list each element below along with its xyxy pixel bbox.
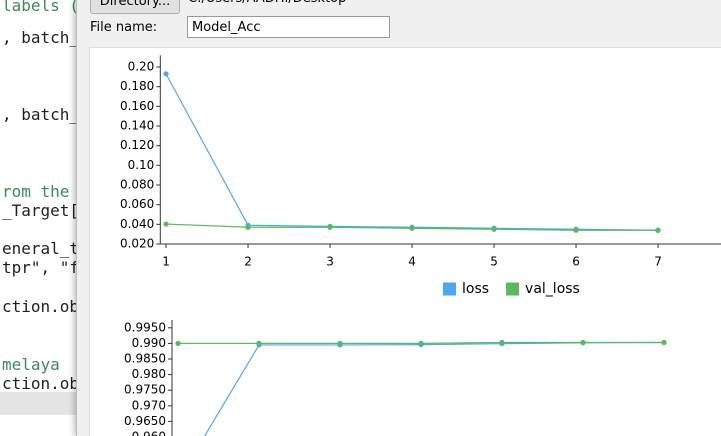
y-tick-label: 0.060 [120,197,154,211]
legend-swatch [443,282,456,296]
x-tick-label: 7 [654,255,662,269]
legend-swatch [506,282,520,296]
chart-panel [89,47,721,436]
data-point [418,340,424,346]
x-tick-label: 1 [162,255,170,269]
y-tick-label: 0.20 [128,60,155,74]
data-point [163,221,169,227]
y-tick-label: 0.080 [120,178,154,192]
x-tick-label: 5 [490,255,498,269]
y-tick-label: 0.980 [132,367,166,381]
code-line: _Target[ [2,201,80,220]
data-point [327,224,333,230]
code-line: labels ( [2,0,80,15]
data-point [580,339,586,346]
code-line: , batch_ [2,28,80,47]
data-point [256,340,262,346]
data-point [337,340,343,346]
y-tick-label: 0.990 [132,336,166,350]
data-point [661,339,667,346]
y-tick-label: 0.9650 [124,414,166,428]
y-tick-label: 0.160 [120,99,154,113]
data-point [409,225,415,231]
y-tick-label: 0.9850 [124,352,166,366]
save-dialog: Directory... C:/Users/AADHI/Desktop File… [76,0,721,436]
data-point [175,340,181,346]
legend-label: val_loss [525,281,580,297]
data-point [491,226,497,232]
y-tick-label: 0.970 [132,398,166,412]
code-line: , batch_ [2,105,80,124]
x-tick-label: 2 [244,255,252,269]
legend-label: loss [462,281,489,297]
code-line: rom the [2,182,80,201]
x-tick-label: 3 [326,255,334,269]
y-tick-label: 0.180 [120,79,154,93]
data-point [655,227,661,233]
y-tick-label: 0.9750 [124,383,166,397]
code-line: melaya [2,355,70,374]
file-name-input[interactable]: Model_Acc [187,16,390,38]
y-tick-label: 0.10 [128,158,155,172]
directory-path: C:/Users/AADHI/Desktop [188,0,346,6]
y-tick-label: 0.9950 [124,320,166,334]
x-tick-label: 6 [572,255,580,269]
data-point [499,339,505,346]
series-line [165,73,659,231]
editor-scrollbar [0,392,76,415]
code-line: eneral_t [2,239,80,258]
y-tick-label: 0.140 [120,119,154,133]
file-name-label: File name: [90,20,158,35]
y-tick-label: 0.020 [120,237,154,251]
code-line: ction.ob [2,374,80,393]
y-tick-label: 0.120 [120,138,154,152]
x-tick-label: 4 [408,255,416,269]
data-point [245,224,251,230]
code-line: tpr", "f [2,258,80,277]
series-line [203,341,664,436]
y-tick-label: 0.960 [132,430,166,436]
y-tick-label: 0.040 [120,217,154,231]
code-line: ction.ob [2,297,80,316]
data-point [573,227,579,233]
directory-button[interactable]: Directory... [90,0,180,14]
data-point [163,71,169,77]
